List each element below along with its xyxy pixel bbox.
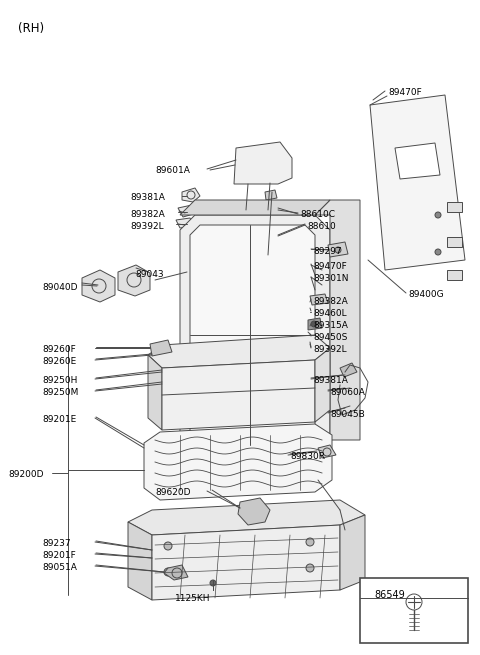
Text: 88610: 88610 <box>307 222 336 231</box>
Text: 88610C: 88610C <box>300 210 335 219</box>
Circle shape <box>164 568 172 576</box>
Polygon shape <box>315 348 330 422</box>
Polygon shape <box>447 237 462 247</box>
Text: 89297: 89297 <box>313 247 342 256</box>
Polygon shape <box>395 143 440 179</box>
Circle shape <box>210 580 216 586</box>
Polygon shape <box>370 95 465 270</box>
Text: 86549: 86549 <box>374 590 406 600</box>
Polygon shape <box>190 225 315 445</box>
Polygon shape <box>265 190 277 200</box>
Text: 89051A: 89051A <box>42 563 77 572</box>
Bar <box>360 578 468 643</box>
Text: 89601A: 89601A <box>155 166 190 175</box>
Text: 89060A: 89060A <box>330 388 365 397</box>
Text: (RH): (RH) <box>18 22 44 35</box>
Text: 89381A: 89381A <box>130 193 165 202</box>
Text: 89382A: 89382A <box>130 210 165 219</box>
Polygon shape <box>340 363 357 377</box>
Text: 89237: 89237 <box>42 539 71 548</box>
Text: 89201F: 89201F <box>42 551 76 560</box>
Text: 89381A: 89381A <box>313 376 348 385</box>
Polygon shape <box>162 360 315 430</box>
Polygon shape <box>447 202 462 212</box>
Text: 89260E: 89260E <box>42 357 76 366</box>
Polygon shape <box>234 142 292 184</box>
Text: 89450S: 89450S <box>313 333 348 342</box>
Circle shape <box>311 321 317 327</box>
Polygon shape <box>148 355 162 430</box>
Polygon shape <box>310 294 328 305</box>
Polygon shape <box>164 565 188 580</box>
Text: 89830R: 89830R <box>290 452 325 461</box>
Text: 89470F: 89470F <box>313 262 347 271</box>
Polygon shape <box>318 445 336 458</box>
Polygon shape <box>152 525 340 600</box>
Polygon shape <box>128 500 365 535</box>
Polygon shape <box>328 242 348 257</box>
Text: 89250H: 89250H <box>42 376 77 385</box>
Text: 1125KH: 1125KH <box>175 594 211 603</box>
Polygon shape <box>148 335 330 368</box>
Text: 89045B: 89045B <box>330 410 365 419</box>
Polygon shape <box>128 522 152 600</box>
Circle shape <box>306 564 314 572</box>
Polygon shape <box>180 200 330 215</box>
Text: 89040D: 89040D <box>42 283 77 292</box>
Text: 89200D: 89200D <box>8 470 44 479</box>
Polygon shape <box>118 265 150 296</box>
Circle shape <box>306 538 314 546</box>
Text: 89250M: 89250M <box>42 388 78 397</box>
Polygon shape <box>340 515 365 590</box>
Text: 89620D: 89620D <box>155 488 191 497</box>
Text: 89382A: 89382A <box>313 297 348 306</box>
Text: 89400G: 89400G <box>408 290 444 299</box>
Polygon shape <box>150 340 172 356</box>
Text: 89315A: 89315A <box>313 321 348 330</box>
Text: 89470F: 89470F <box>388 88 422 97</box>
Text: 89460L: 89460L <box>313 309 347 318</box>
Text: 89392L: 89392L <box>130 222 164 231</box>
Polygon shape <box>263 238 280 252</box>
Circle shape <box>435 249 441 255</box>
Polygon shape <box>238 498 270 525</box>
Circle shape <box>435 212 441 218</box>
Polygon shape <box>144 424 332 500</box>
Text: 89201E: 89201E <box>42 415 76 424</box>
Circle shape <box>164 542 172 550</box>
Text: 89301N: 89301N <box>313 274 348 283</box>
Polygon shape <box>447 270 462 280</box>
Polygon shape <box>178 205 197 217</box>
Polygon shape <box>176 218 194 228</box>
Text: 89392L: 89392L <box>313 345 347 354</box>
Polygon shape <box>308 318 322 330</box>
Text: 89043: 89043 <box>135 270 164 279</box>
Text: 89260F: 89260F <box>42 345 76 354</box>
Polygon shape <box>180 215 330 455</box>
Polygon shape <box>82 270 115 302</box>
Polygon shape <box>182 188 200 202</box>
Polygon shape <box>315 200 360 440</box>
Circle shape <box>335 247 341 253</box>
